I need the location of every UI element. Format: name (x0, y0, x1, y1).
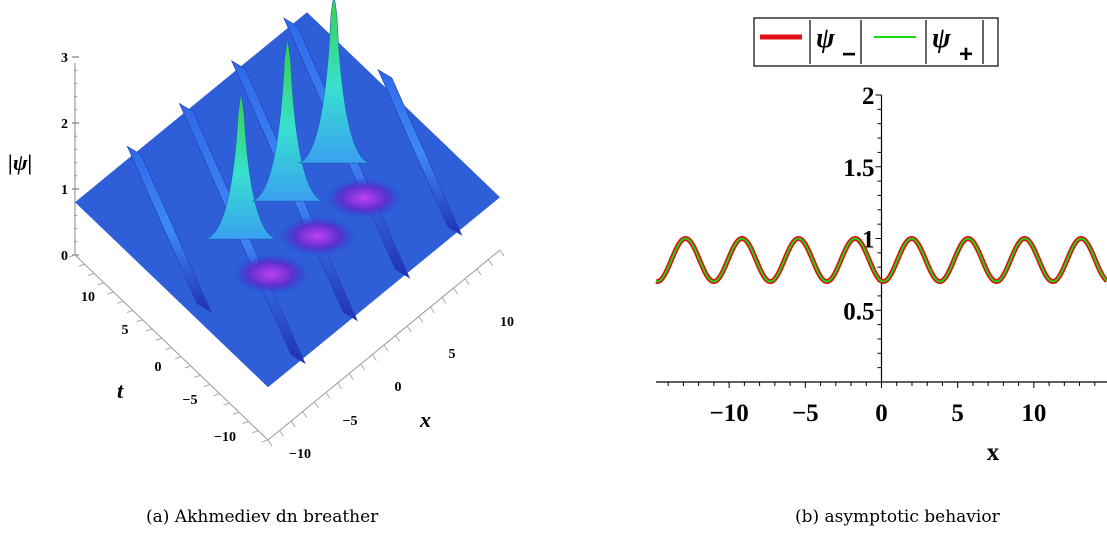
line-plot: ψ−ψ+ −10 −5 0 5 100.511.52x (655, 17, 1107, 466)
t-minor-tick (223, 402, 230, 406)
x-tick-label: −10 (710, 400, 749, 427)
x-minor-tick (337, 382, 343, 390)
surface-trough (233, 254, 310, 295)
t-minor-tick (136, 319, 143, 323)
z-tick-label: 3 (61, 51, 68, 66)
x-minor-tick (290, 420, 296, 428)
t-minor-tick (184, 365, 191, 369)
x-tick-label: 0 (875, 400, 888, 427)
t-minor-tick (194, 374, 201, 378)
x-minor-tick (383, 344, 389, 352)
x-minor-tick (406, 325, 412, 333)
x-minor-tick (453, 287, 459, 295)
t-minor-tick (78, 263, 85, 267)
axes-3d (68, 56, 505, 447)
axes: −10 −5 0 5 100.511.52x (656, 83, 1107, 466)
x-minor-tick (429, 306, 435, 314)
y-tick-label: 2 (862, 83, 875, 110)
x-minor-tick (395, 335, 401, 342)
t-minor-tick (126, 310, 134, 313)
t-minor-tick (155, 337, 163, 341)
legend-box (753, 17, 999, 67)
x-minor-tick (267, 439, 273, 447)
t-minor-tick (165, 347, 172, 350)
t-minor-tick (203, 384, 211, 387)
x-axis-label: x (419, 407, 431, 432)
x-tick-label: 5 (951, 400, 964, 427)
t-minor-tick (146, 328, 153, 332)
surface-plot: 0 1 2 3 −10 −5 0 5 10 −10 −5 0 5 10 x t |ψ| (8, 0, 514, 462)
t-minor-tick (174, 356, 182, 360)
x-minor-tick (279, 430, 285, 437)
surface-trough (325, 178, 402, 219)
y-tick-label: 1.5 (843, 155, 874, 182)
surface-ridge (126, 145, 212, 313)
surface-ridge (377, 68, 463, 236)
t-tick-label: −5 (183, 393, 198, 408)
x-minor-tick (464, 278, 470, 285)
legend-label-plus: ψ (932, 23, 951, 54)
legend-label-minus: ψ (816, 23, 835, 54)
t-minor-tick (242, 421, 249, 424)
x-minor-tick (313, 401, 319, 409)
t-tick-label: 0 (155, 360, 162, 375)
t-minor-tick (117, 300, 124, 304)
x-tick-label: −5 (343, 414, 358, 429)
x-tick-label: −10 (289, 447, 311, 462)
legend: ψ−ψ+ (753, 17, 999, 68)
z-axis-label: |ψ| (8, 150, 32, 175)
x-tick-label: 10 (500, 315, 514, 330)
x-tick-label: 10 (1021, 400, 1046, 427)
t-minor-tick (261, 439, 269, 443)
z-tick-label: 0 (61, 249, 68, 264)
legend-sub-minus: − (842, 41, 856, 68)
caption-b: (b) asymptotic behavior (795, 507, 1000, 527)
x-tick-label: −5 (792, 400, 819, 427)
x-minor-tick (441, 297, 447, 304)
t-axis-label: t (117, 378, 124, 403)
surface-peak (298, 0, 370, 164)
x-tick-label: 5 (449, 347, 456, 362)
x-tick-label: 0 (395, 380, 402, 395)
x-minor-tick (487, 259, 493, 266)
surface-peak (205, 92, 277, 240)
axis-labels-3d: 0 1 2 3 −10 −5 0 5 10 −10 −5 0 5 10 x t |ψ| (8, 51, 514, 462)
surface (75, 0, 500, 388)
x-minor-tick (418, 316, 424, 323)
series (655, 235, 1107, 285)
x-minor-tick (360, 363, 366, 371)
x-minor-tick (371, 354, 377, 361)
x-minor-tick (499, 249, 505, 257)
surface-trough (279, 216, 356, 257)
z-tick-label: 2 (61, 117, 68, 132)
t-tick-label: −10 (214, 430, 236, 445)
t-tick-label: 10 (81, 290, 95, 305)
t-minor-tick (107, 291, 114, 295)
t-minor-tick (97, 282, 105, 286)
t-minor-tick (88, 273, 95, 276)
series-psi-plus (655, 237, 1107, 283)
panel-b: ψ − ψ + −10 −5 0 5 10 0.5 1 1.5 2 x (b) asymptotic b… (560, 0, 1107, 544)
y-tick-label: 0.5 (843, 298, 874, 325)
panel-a: 0 1 2 3 −10 −5 0 5 10 −10 −5 0 5 10 x t |ψ| (a) Akhmedie… (8, 0, 514, 527)
x-minor-tick (348, 373, 354, 380)
t-minor-tick (68, 254, 76, 258)
x-minor-tick (302, 411, 308, 418)
surface-peak (252, 37, 323, 202)
caption-a: (a) Akhmediev dn breather (146, 507, 379, 527)
x-minor-tick (476, 268, 482, 276)
t-minor-tick (213, 393, 220, 397)
z-tick-label: 1 (61, 183, 68, 198)
legend-sub-plus: + (959, 41, 973, 68)
x-axis-label: x (987, 439, 1000, 466)
t-minor-tick (232, 411, 240, 415)
x-minor-tick (325, 392, 331, 399)
t-minor-tick (252, 430, 259, 434)
t-tick-label: 5 (122, 323, 129, 338)
